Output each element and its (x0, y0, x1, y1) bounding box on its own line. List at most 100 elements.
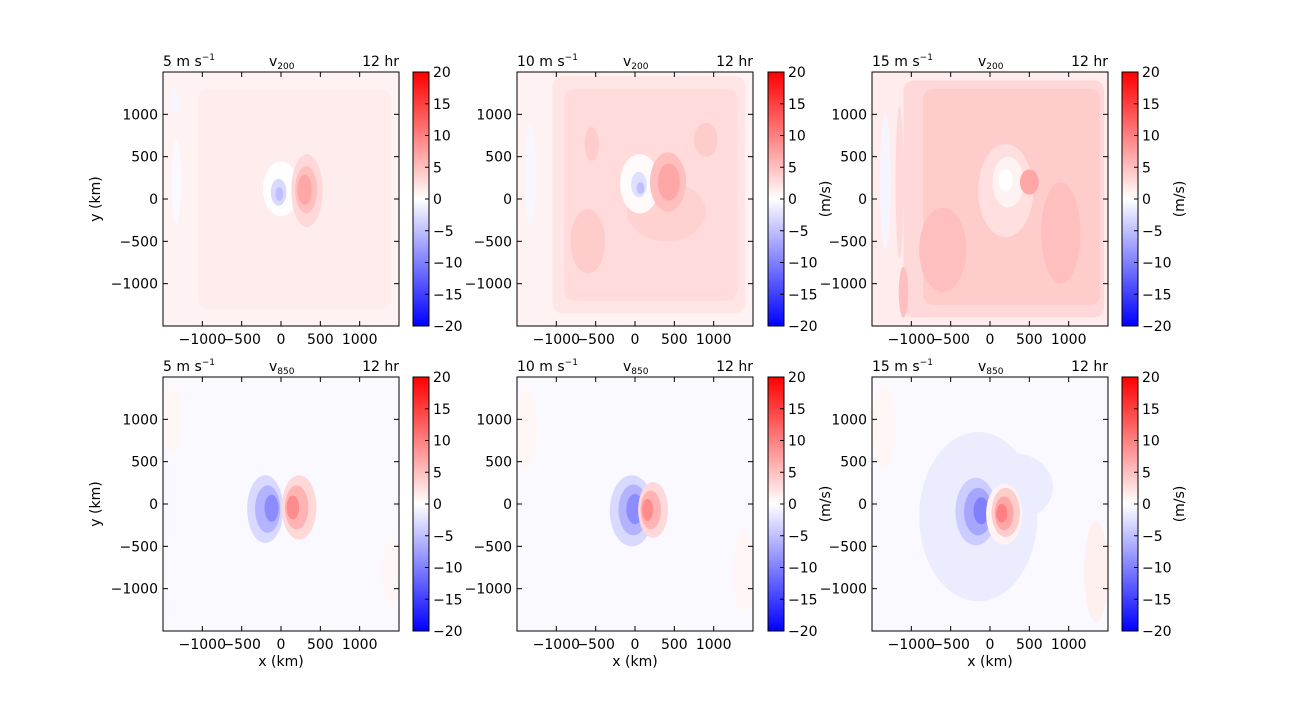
x-tick-label: 500 (661, 637, 688, 653)
colorbar-tick-label: −20 (433, 624, 463, 640)
y-axis-label: y (km) (88, 481, 104, 526)
title-right: 12 hr (1071, 359, 1108, 375)
colorbar-tick-label: −5 (433, 224, 454, 240)
y-axis-label: y (km) (88, 176, 104, 221)
x-tick-label: −1000 (888, 637, 935, 653)
field-contour (381, 537, 399, 606)
field-contour (1084, 520, 1108, 623)
title-left-text: 15 m s (872, 54, 920, 70)
field-contour (1019, 169, 1039, 195)
field (163, 72, 399, 326)
field-contour (973, 497, 990, 525)
x-tick-label: 0 (631, 332, 640, 348)
field-contour (732, 529, 753, 615)
y-tick-label: −500 (120, 539, 158, 555)
x-tick-label: 0 (631, 637, 640, 653)
colorbar-tick-label: 10 (433, 434, 451, 450)
colorbar-tick-label: 15 (788, 402, 806, 418)
field-contour (642, 498, 654, 521)
y-tick-label: 0 (149, 192, 158, 208)
x-tick-label: −500 (576, 637, 614, 653)
colorbar-tick-label: −5 (788, 529, 809, 545)
y-tick-label: 500 (131, 150, 158, 166)
title-left-text: 5 m s (163, 54, 202, 70)
colorbar-tick-label: −5 (1142, 529, 1163, 545)
y-tick-label: −500 (474, 539, 512, 555)
colorbar-tick-label: 10 (433, 129, 451, 145)
title-center: v200 (623, 54, 649, 72)
field-contour (879, 114, 891, 250)
field-contour (1041, 182, 1081, 284)
title-center-subscript: 850 (631, 367, 648, 377)
colorbar-tick-label: 0 (1142, 497, 1151, 513)
title-left-exponent: −1 (920, 358, 933, 368)
title-left-exponent: −1 (565, 358, 578, 368)
field-contour (286, 495, 300, 520)
field-contour (694, 122, 718, 157)
title-left-text: 10 m s (517, 359, 565, 375)
field-contour (636, 182, 645, 194)
colorbar-tick-label: 15 (1142, 402, 1160, 418)
colorbar-tick-label: −5 (433, 529, 454, 545)
colorbar-tick-label: 10 (788, 129, 806, 145)
y-tick-label: −1000 (465, 582, 512, 598)
colorbar-tick-label: −20 (788, 319, 818, 335)
x-tick-label: −500 (222, 332, 260, 348)
colorbar-tick-label: −20 (433, 319, 463, 335)
x-tick-label: 1000 (696, 637, 732, 653)
title-right: 12 hr (716, 359, 753, 375)
field (517, 377, 753, 631)
colorbar-label: (m/s) (818, 486, 834, 523)
colorbar-label: (m/s) (1172, 486, 1188, 523)
title-center-subscript: 200 (277, 62, 294, 72)
colorbar-tick-label: 10 (1142, 434, 1160, 450)
colorbar-tick-label: 20 (788, 370, 806, 386)
title-left-text: 15 m s (872, 359, 920, 375)
title-center: v200 (269, 54, 295, 72)
colorbar-tick-label: 5 (433, 160, 442, 176)
y-tick-label: 0 (503, 497, 512, 513)
x-tick-label: 500 (1016, 332, 1043, 348)
colorbar-tick-label: −5 (788, 224, 809, 240)
title-center-text: v (269, 359, 277, 375)
x-axis-label: x (km) (612, 654, 657, 670)
field-contour (163, 385, 182, 454)
x-tick-label: 1000 (1051, 637, 1087, 653)
colorbar-tick-label: 20 (433, 370, 451, 386)
colorbar-tick-label: 10 (788, 434, 806, 450)
title-center: v850 (978, 359, 1004, 377)
colorbar-tick-label: 10 (1142, 129, 1160, 145)
title-center-subscript: 850 (277, 367, 294, 377)
field-contour (570, 209, 606, 274)
x-axis-label: x (km) (967, 654, 1012, 670)
x-tick-label: 0 (277, 332, 286, 348)
y-tick-label: −500 (829, 234, 867, 250)
colorbar-tick-label: −10 (1142, 256, 1172, 272)
colorbar-tick-label: 20 (1142, 370, 1160, 386)
field-contour (898, 266, 909, 318)
x-tick-label: 500 (307, 637, 334, 653)
colorbar-tick-label: −5 (1142, 224, 1163, 240)
colorbar-tick-label: 0 (433, 497, 442, 513)
colorbar-tick-label: −10 (433, 561, 463, 577)
title-right: 12 hr (362, 54, 399, 70)
x-tick-label: −1000 (888, 332, 935, 348)
title-left: 5 m s−1 (163, 358, 215, 375)
field-contour (264, 494, 279, 522)
colorbar-tick-label: 15 (1142, 97, 1160, 113)
y-tick-label: 0 (858, 497, 867, 513)
colorbar-tick-label: −10 (788, 256, 818, 272)
field-contour (275, 187, 284, 201)
y-tick-label: 0 (503, 192, 512, 208)
y-tick-label: 500 (131, 455, 158, 471)
y-tick-label: 500 (840, 455, 867, 471)
title-left: 10 m s−1 (517, 53, 578, 70)
title-center-subscript: 200 (986, 62, 1003, 72)
colorbar-label: (m/s) (1172, 181, 1188, 218)
title-left-text: 5 m s (163, 359, 202, 375)
